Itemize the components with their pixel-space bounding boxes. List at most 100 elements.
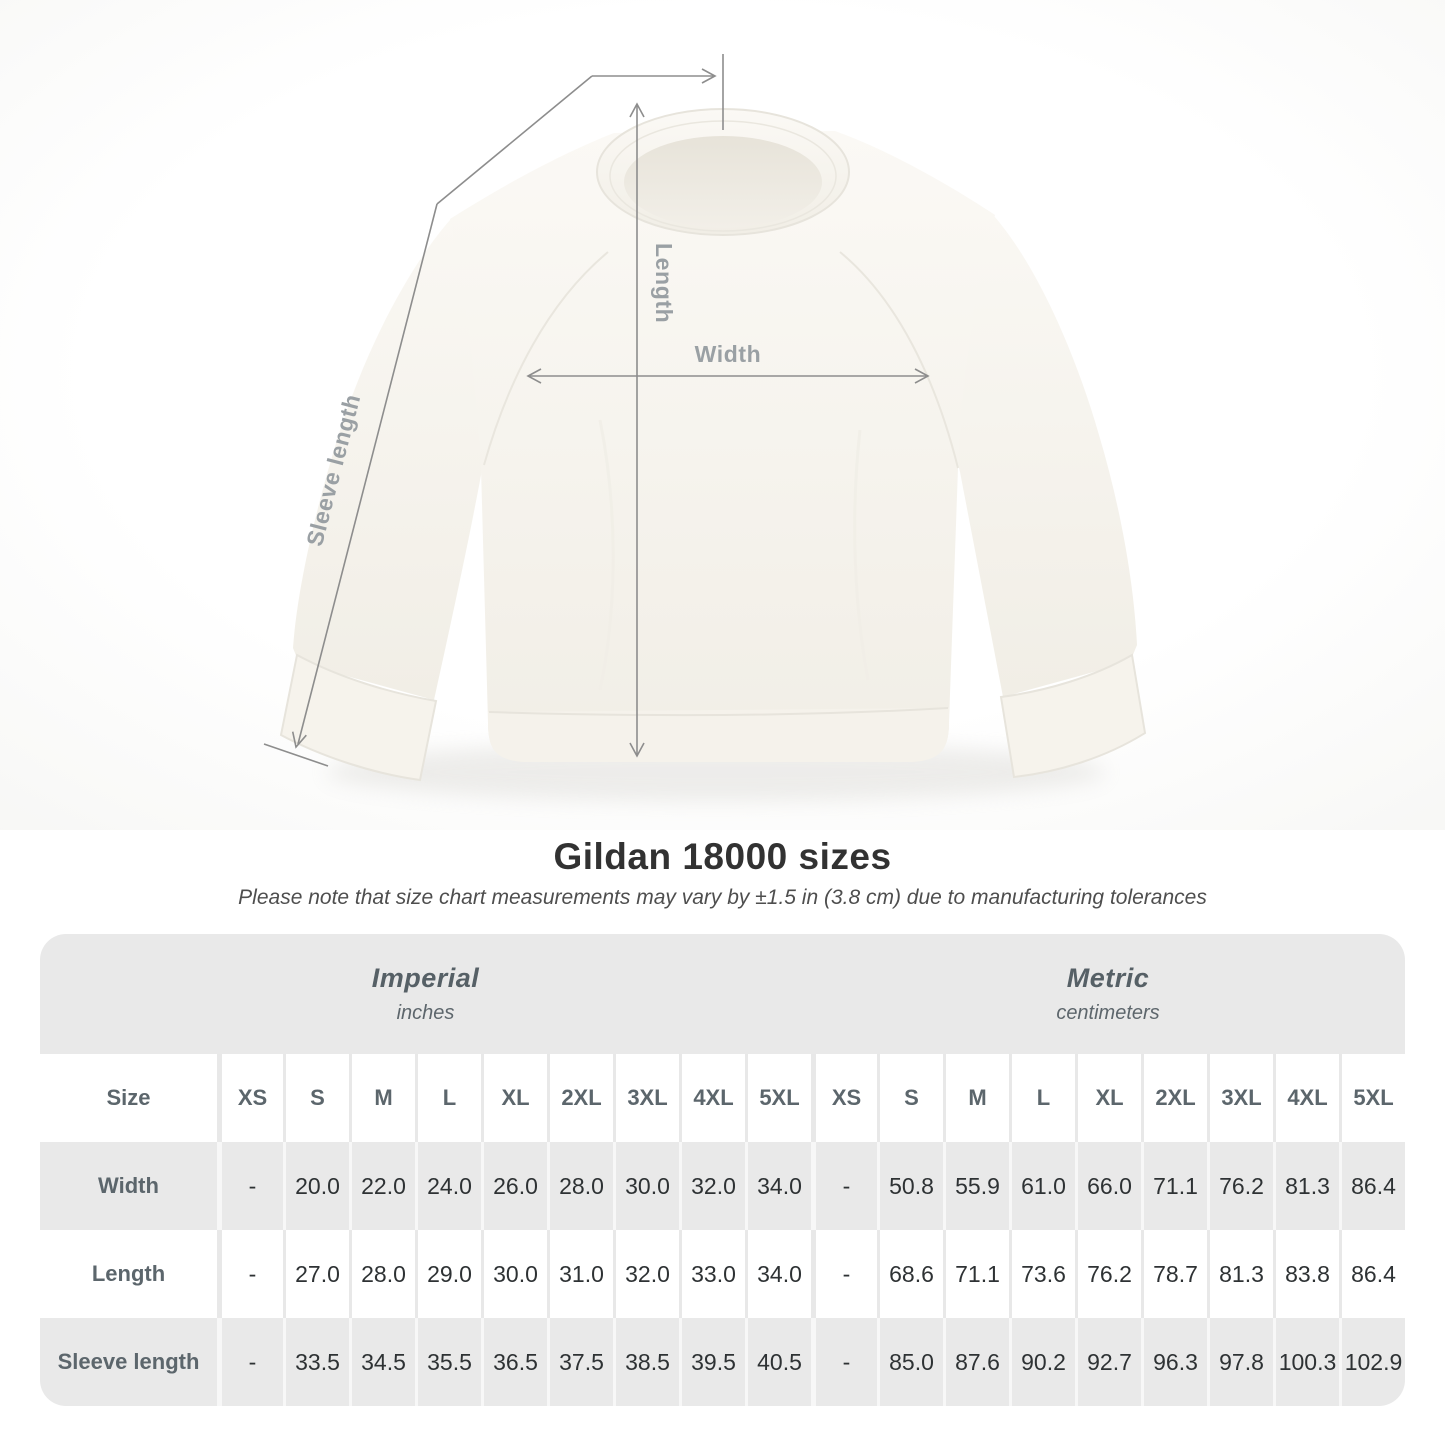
left-sleeve-seam <box>483 251 609 466</box>
value-cell: 102.9 <box>1339 1318 1405 1406</box>
value-cell: 85.0 <box>877 1318 943 1406</box>
value-cell: 39.5 <box>679 1318 745 1406</box>
size-header-cell: 2XL <box>547 1054 613 1142</box>
value-cell: 24.0 <box>415 1142 481 1230</box>
value-cell: 66.0 <box>1075 1142 1141 1230</box>
right-cuff <box>999 653 1147 779</box>
value-cell: 78.7 <box>1141 1230 1207 1318</box>
sleeve-shoulder-line <box>436 75 593 205</box>
measurement-row: Sleeve length -33.5 34.5 35.5 36.5 37.5 38.5 39… <box>40 1318 1405 1406</box>
arrow-right-icon <box>701 68 717 84</box>
sweatshirt-graphic <box>279 108 1147 782</box>
size-header-cell: 3XL <box>1207 1054 1273 1142</box>
value-cell: - <box>217 1230 283 1318</box>
left-cuff <box>279 653 438 782</box>
value-cell: 26.0 <box>481 1142 547 1230</box>
value-cell: 30.0 <box>481 1230 547 1318</box>
value-cell: 28.0 <box>547 1142 613 1230</box>
size-table: Imperial inches Metric centimeters Size X… <box>40 934 1405 1406</box>
value-cell: 37.5 <box>547 1318 613 1406</box>
value-cell: - <box>811 1318 877 1406</box>
arrow-left-icon <box>526 368 542 384</box>
size-header-cell: 4XL <box>1273 1054 1339 1142</box>
imperial-unit: inches <box>396 1002 455 1024</box>
imperial-header: Imperial inches <box>40 934 811 1054</box>
arrow-down-left-icon <box>291 731 307 749</box>
value-cell: 32.0 <box>613 1230 679 1318</box>
value-cell: 29.0 <box>415 1230 481 1318</box>
unit-header-row: Imperial inches Metric centimeters <box>40 934 1405 1054</box>
size-header-cell: L <box>1009 1054 1075 1142</box>
wrinkle <box>853 429 870 681</box>
value-cell: 50.8 <box>877 1142 943 1230</box>
size-header-cell: S <box>877 1054 943 1142</box>
collar-opening <box>624 136 822 228</box>
value-cell: 32.0 <box>679 1142 745 1230</box>
arrow-right-icon <box>914 368 930 384</box>
row-label: Length <box>91 1261 166 1286</box>
size-header-cell: 2XL <box>1141 1054 1207 1142</box>
size-header-cell: 5XL <box>1339 1054 1405 1142</box>
value-cell: 34.0 <box>745 1230 811 1318</box>
value-cell: 76.2 <box>1075 1230 1141 1318</box>
value-cell: 27.0 <box>283 1230 349 1318</box>
value-cell: 81.3 <box>1207 1230 1273 1318</box>
arrow-up-icon <box>629 102 645 118</box>
value-cell: 92.7 <box>1075 1318 1141 1406</box>
value-cell: 87.6 <box>943 1318 1009 1406</box>
value-cell: 38.5 <box>613 1318 679 1406</box>
size-header-cell: XS <box>811 1054 877 1142</box>
value-cell: 55.9 <box>943 1142 1009 1230</box>
metric-header: Metric centimeters <box>811 934 1405 1054</box>
value-cell: 83.8 <box>1273 1230 1339 1318</box>
cuff-tick <box>263 743 329 767</box>
value-cell: - <box>811 1142 877 1230</box>
size-header-cell: 3XL <box>613 1054 679 1142</box>
row-label: Width <box>98 1173 159 1198</box>
length-label: Length <box>651 243 677 323</box>
value-cell: 86.4 <box>1339 1230 1405 1318</box>
chart-title: Gildan 18000 sizes <box>553 836 892 877</box>
value-cell: - <box>217 1318 283 1406</box>
hem-band <box>488 708 949 762</box>
value-cell: 97.8 <box>1207 1318 1273 1406</box>
value-cell: 40.5 <box>745 1318 811 1406</box>
wrinkle <box>598 419 615 691</box>
size-header-row: Size XS S M L XL 2XL 3XL 4XL 5XL XS S M L XL 2XL 3XL 4XL 5… <box>40 1054 1405 1142</box>
value-cell: 33.0 <box>679 1230 745 1318</box>
sweatshirt-measurement-diagram: Length Width Sleeve length <box>0 0 1445 830</box>
product-photo: Length Width Sleeve length <box>0 0 1445 830</box>
value-cell: 76.2 <box>1207 1142 1273 1230</box>
size-header-cell: M <box>943 1054 1009 1142</box>
size-header-cell: L <box>415 1054 481 1142</box>
right-sleeve-seam <box>839 251 959 469</box>
value-cell: 36.5 <box>481 1318 547 1406</box>
value-cell: - <box>217 1142 283 1230</box>
value-cell: 68.6 <box>877 1230 943 1318</box>
value-cell: 31.0 <box>547 1230 613 1318</box>
width-label: Width <box>695 341 762 367</box>
value-cell: 71.1 <box>943 1230 1009 1318</box>
metric-title: Metric <box>1066 963 1150 993</box>
value-cell: 30.0 <box>613 1142 679 1230</box>
tolerance-note: Please note that size chart measurements… <box>238 886 1207 909</box>
value-cell: 20.0 <box>283 1142 349 1230</box>
measurement-row: Width -20.0 22.0 24.0 26.0 28.0 30.0 32.0 34.0-5… <box>40 1142 1405 1230</box>
size-header-cell: M <box>349 1054 415 1142</box>
value-cell: 90.2 <box>1009 1318 1075 1406</box>
metric-unit: centimeters <box>1056 1002 1160 1024</box>
value-cell: 73.6 <box>1009 1230 1075 1318</box>
hem-seam <box>488 707 949 717</box>
size-header-cell: 4XL <box>679 1054 745 1142</box>
size-header-cell: S <box>283 1054 349 1142</box>
row-label: Sleeve length <box>57 1349 200 1374</box>
imperial-title: Imperial <box>371 963 480 993</box>
table-rows: Size XS S M L XL 2XL 3XL 4XL 5XL XS S M L XL 2XL 3XL 4XL 5… <box>40 1054 1405 1406</box>
value-cell: 34.0 <box>745 1142 811 1230</box>
size-header-cell: 5XL <box>745 1054 811 1142</box>
value-cell: 28.0 <box>349 1230 415 1318</box>
value-cell: 81.3 <box>1273 1142 1339 1230</box>
measurement-lines <box>263 54 930 767</box>
arrow-down-icon <box>629 742 645 758</box>
size-header-cell: XS <box>217 1054 283 1142</box>
